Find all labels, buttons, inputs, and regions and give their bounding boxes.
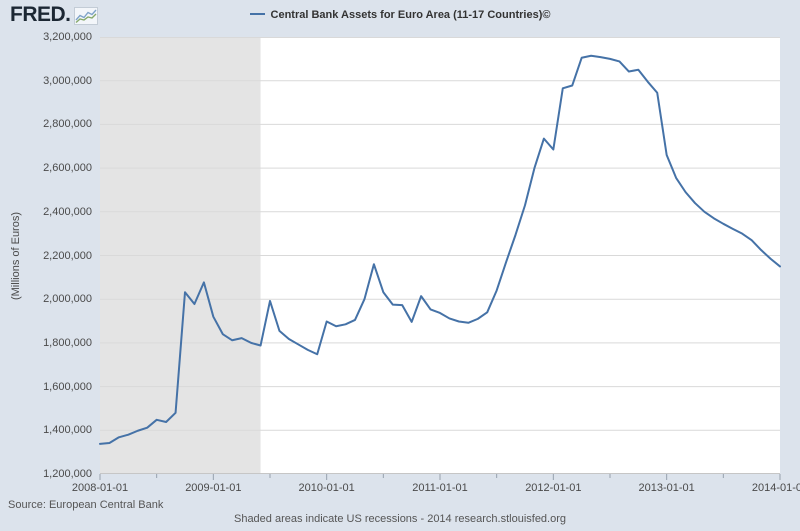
chart-svg [99,37,781,480]
data-line [99,54,781,445]
legend-series-label: Central Bank Assets for Euro Area (11-17… [270,9,551,22]
y-tick-label: 1,200,000 [43,468,92,480]
x-tick-label: 2010-01-01 [298,482,355,494]
y-tick-label: 3,200,000 [43,31,92,43]
x-tick-label: 2011-01-01 [412,482,468,494]
source-note: Source: European Central Bank [8,499,164,511]
x-tick-label: 2008-01-01 [71,482,129,494]
y-tick-label: 3,000,000 [43,74,92,87]
fred-logo: FRED. [10,3,98,26]
x-tick-label: 2013-01-01 [638,482,695,494]
recession-shading-note: Shaded areas indicate US recessions - 20… [233,513,567,525]
fred-logo-text: FRED. [10,3,71,26]
y-axis-tick-labels: 1,200,000 1,400,000 1,600,000 1,800,000 2,00… [0,0,92,531]
y-tick-label: 2,400,000 [43,205,92,218]
x-tick-label: 2009-01-01 [185,482,242,494]
y-tick-label: 2,800,000 [43,118,92,131]
y-tick-label: 2,600,000 [43,162,92,175]
legend-line-swatch [249,13,265,16]
chart-legend: Central Bank Assets for Euro Area (11-17… [0,9,800,21]
y-tick-label: 2,200,000 [43,249,92,262]
fred-logo-chart-icon [73,7,98,25]
y-tick-label: 1,800,000 [43,336,92,349]
x-tick-label: 2014-01-01 [751,482,800,494]
plot-area [99,37,781,480]
y-tick-label: 2,000,000 [43,293,92,306]
y-tick-label: 1,400,000 [43,424,92,437]
y-tick-label: 1,600,000 [43,380,92,393]
x-tick-label: 2012-01-01 [525,482,582,494]
